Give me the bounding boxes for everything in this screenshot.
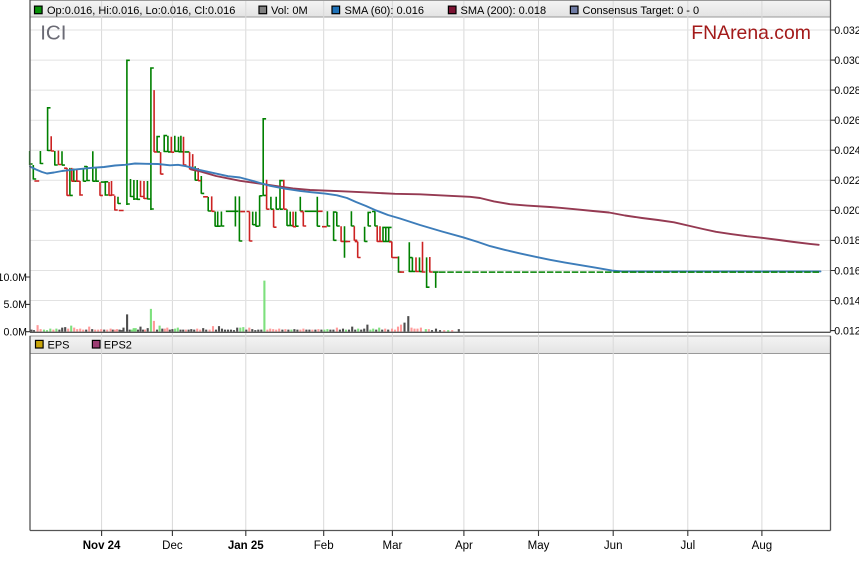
svg-text:5.0M: 5.0M [3, 299, 27, 311]
svg-text:SMA (60): 0.016: SMA (60): 0.016 [345, 5, 425, 17]
svg-text:Feb: Feb [314, 540, 334, 552]
svg-text:0.0M: 0.0M [3, 327, 27, 339]
svg-text:Nov 24: Nov 24 [83, 540, 121, 552]
svg-text:ICI: ICI [40, 22, 66, 45]
svg-text:0.028: 0.028 [834, 85, 859, 97]
svg-text:Mar: Mar [382, 540, 402, 552]
svg-text:0.030: 0.030 [834, 55, 859, 67]
svg-text:Jul: Jul [680, 540, 695, 552]
svg-text:Jun: Jun [604, 540, 623, 552]
svg-text:Op:0.016, Hi:0.016, Lo:0.016,: Op:0.016, Hi:0.016, Lo:0.016, Cl:0.016 [47, 5, 235, 17]
svg-text:EPS: EPS [48, 339, 70, 351]
svg-text:0.020: 0.020 [834, 205, 859, 217]
svg-text:EPS2: EPS2 [104, 339, 132, 351]
svg-text:Consensus Target: 0 - 0: Consensus Target: 0 - 0 [583, 5, 700, 17]
svg-text:Aug: Aug [752, 540, 772, 552]
svg-text:Apr: Apr [455, 540, 473, 552]
svg-text:0.014: 0.014 [834, 295, 859, 307]
svg-text:May: May [528, 540, 550, 552]
svg-text:Jan 25: Jan 25 [228, 540, 264, 552]
svg-text:Vol: 0M: Vol: 0M [271, 5, 308, 17]
svg-text:SMA (200): 0.018: SMA (200): 0.018 [461, 5, 547, 17]
svg-text:0.012: 0.012 [834, 325, 859, 337]
svg-text:0.018: 0.018 [834, 235, 859, 247]
svg-text:0.032: 0.032 [834, 25, 859, 37]
svg-text:10.0M: 10.0M [0, 272, 27, 284]
svg-text:0.026: 0.026 [834, 115, 859, 127]
svg-text:Dec: Dec [162, 540, 183, 552]
svg-text:0.016: 0.016 [834, 265, 859, 277]
svg-text:0.024: 0.024 [834, 145, 859, 157]
svg-text:FNArena.com: FNArena.com [691, 22, 811, 44]
svg-text:0.022: 0.022 [834, 175, 859, 187]
